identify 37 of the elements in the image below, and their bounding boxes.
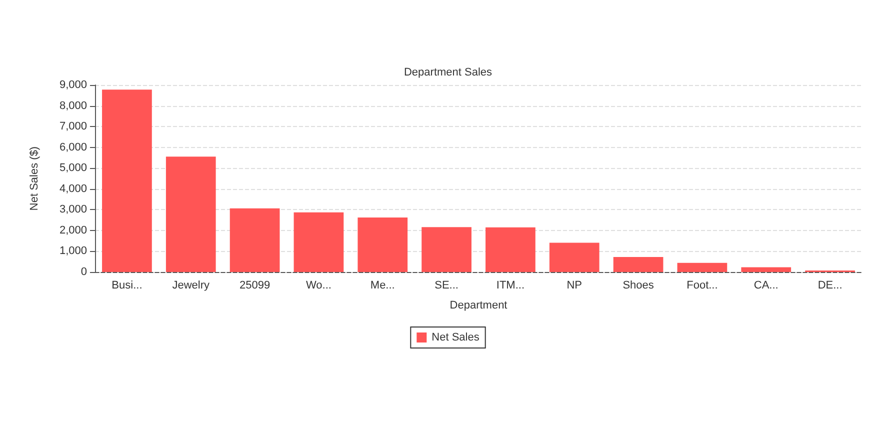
bar <box>549 242 600 272</box>
bar <box>294 212 344 272</box>
legend-label: Net Sales <box>432 332 480 344</box>
y-tick-label: 7,000 <box>59 120 87 133</box>
bar <box>677 262 728 272</box>
y-tick-label: 8,000 <box>59 100 87 112</box>
x-axis-title: Department <box>450 300 508 312</box>
x-tick-label: SE... <box>434 280 458 292</box>
x-tick-label: Shoes <box>622 280 654 292</box>
x-tick-label: Foot... <box>686 280 718 292</box>
x-tick-label: ITM... <box>496 280 525 292</box>
x-tick-label: Busi... <box>112 280 142 292</box>
y-tick-label: 9,000 <box>59 79 87 91</box>
x-tick-label: Wo... <box>306 280 332 292</box>
y-tick-label: 0 <box>80 266 87 278</box>
y-tick-label: 6,000 <box>59 141 87 154</box>
x-tick-label: DE... <box>818 280 842 292</box>
bar <box>166 156 216 272</box>
bar <box>230 208 280 272</box>
y-tick-label: 4,000 <box>59 182 87 195</box>
bar <box>486 227 536 272</box>
bar <box>358 218 408 272</box>
bar <box>422 227 472 272</box>
y-tick-label: 5,000 <box>59 162 87 174</box>
y-axis-title: Net Sales ($) <box>28 146 40 211</box>
y-tick-label: 1,000 <box>59 245 87 258</box>
bar <box>102 90 152 272</box>
x-tick-label: 25099 <box>239 280 270 292</box>
bar <box>613 257 664 272</box>
x-tick-label: CA... <box>754 280 778 292</box>
x-tick-label: NP <box>566 280 582 292</box>
x-tick-label: Me... <box>370 280 395 292</box>
y-tick-label: 3,000 <box>59 204 87 216</box>
bar <box>741 267 792 272</box>
y-tick-label: 2,000 <box>59 224 87 236</box>
x-tick-label: Jewelry <box>172 280 210 292</box>
chart-title: Department Sales <box>404 66 493 78</box>
